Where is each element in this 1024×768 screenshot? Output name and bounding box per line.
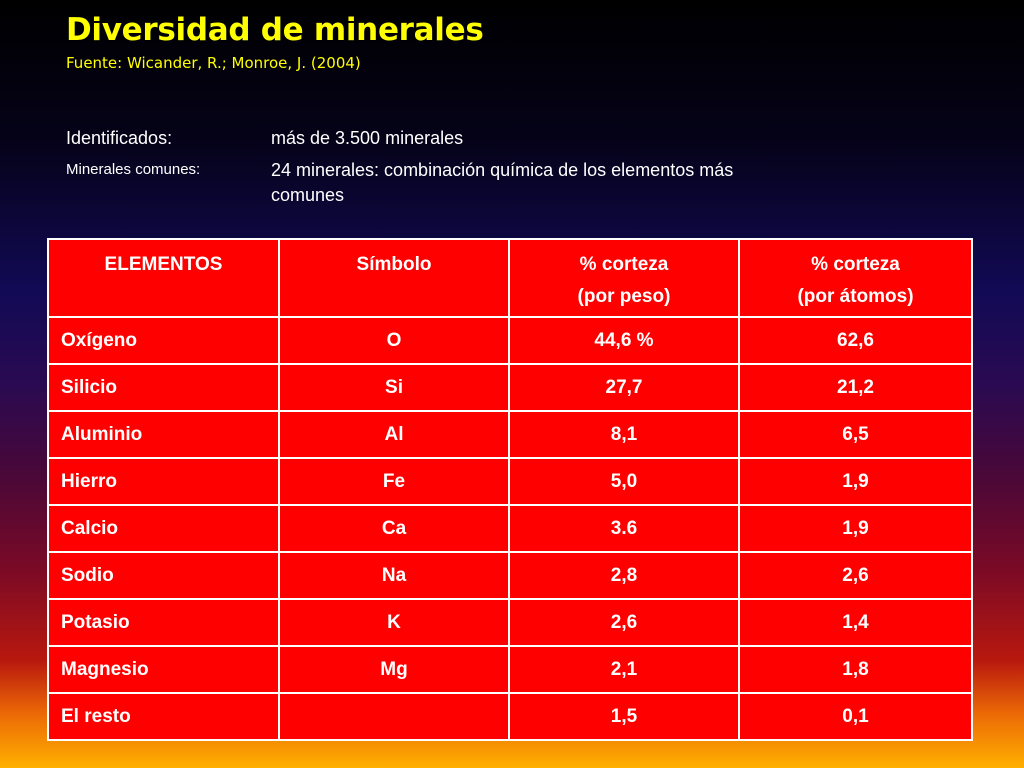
identified-label: Identificados: (66, 128, 173, 148)
cell-crust-atoms: 0,1 (738, 692, 973, 741)
cell-crust-weight: 8,1 (508, 410, 740, 459)
cell-element: Magnesio (47, 645, 280, 694)
cell-symbol: Al (278, 410, 510, 459)
cell-crust-weight: 2,8 (508, 551, 740, 600)
header-crust-weight: % corteza (por peso) (508, 238, 740, 318)
cell-crust-atoms: 6,5 (738, 410, 973, 459)
table-row: Potasio K 2,6 1,4 (47, 598, 973, 647)
cell-element: Silicio (47, 363, 280, 412)
table-row: Hierro Fe 5,0 1,9 (47, 457, 973, 506)
table-row: Aluminio Al 8,1 6,5 (47, 410, 973, 459)
cell-crust-weight: 2,6 (508, 598, 740, 647)
cell-crust-atoms: 1,4 (738, 598, 973, 647)
cell-symbol: Na (278, 551, 510, 600)
common-minerals-value: 24 minerales: combinación química de los… (271, 160, 734, 205)
cell-element: Oxígeno (47, 316, 280, 365)
header-crust-weight-line2: (por peso) (577, 286, 671, 307)
cell-crust-atoms: 62,6 (738, 316, 973, 365)
table-header-row: ELEMENTOS Símbolo % corteza (por peso) %… (47, 238, 973, 318)
cell-crust-atoms: 21,2 (738, 363, 973, 412)
header-elements: ELEMENTOS (47, 238, 280, 318)
header-crust-atoms-line1: % corteza (811, 254, 900, 275)
cell-crust-weight: 2,1 (508, 645, 740, 694)
cell-symbol (278, 692, 510, 741)
table-row: Magnesio Mg 2,1 1,8 (47, 645, 973, 694)
cell-symbol: K (278, 598, 510, 647)
cell-crust-weight: 27,7 (508, 363, 740, 412)
cell-symbol: Ca (278, 504, 510, 553)
cell-symbol: Mg (278, 645, 510, 694)
cell-crust-weight: 1,5 (508, 692, 740, 741)
cell-crust-atoms: 1,9 (738, 457, 973, 506)
source-citation: Fuente: Wicander, R.; Monroe, J. (2004) (66, 54, 361, 72)
cell-symbol: O (278, 316, 510, 365)
cell-crust-weight: 44,6 % (508, 316, 740, 365)
cell-element: El resto (47, 692, 280, 741)
table-row: Calcio Ca 3.6 1,9 (47, 504, 973, 553)
cell-crust-atoms: 2,6 (738, 551, 973, 600)
table-row: Sodio Na 2,8 2,6 (47, 551, 973, 600)
cell-element: Hierro (47, 457, 280, 506)
cell-crust-weight: 5,0 (508, 457, 740, 506)
page-title: Diversidad de minerales (66, 12, 484, 48)
cell-symbol: Si (278, 363, 510, 412)
cell-symbol: Fe (278, 457, 510, 506)
table-row: El resto 1,5 0,1 (47, 692, 973, 741)
cell-crust-atoms: 1,8 (738, 645, 973, 694)
common-minerals-label: Minerales comunes: (66, 161, 201, 178)
header-crust-atoms: % corteza (por átomos) (738, 238, 973, 318)
cell-element: Potasio (47, 598, 280, 647)
cell-crust-atoms: 1,9 (738, 504, 973, 553)
elements-table: ELEMENTOS Símbolo % corteza (por peso) %… (47, 238, 973, 741)
cell-crust-weight: 3.6 (508, 504, 740, 553)
table-row: Oxígeno O 44,6 % 62,6 (47, 316, 973, 365)
cell-element: Sodio (47, 551, 280, 600)
header-crust-atoms-line2: (por átomos) (797, 286, 914, 307)
cell-element: Calcio (47, 504, 280, 553)
table-row: Silicio Si 27,7 21,2 (47, 363, 973, 412)
identified-value: más de 3.500 minerales (271, 128, 464, 148)
cell-element: Aluminio (47, 410, 280, 459)
header-crust-weight-line1: % corteza (579, 254, 669, 275)
header-symbol: Símbolo (278, 238, 510, 318)
